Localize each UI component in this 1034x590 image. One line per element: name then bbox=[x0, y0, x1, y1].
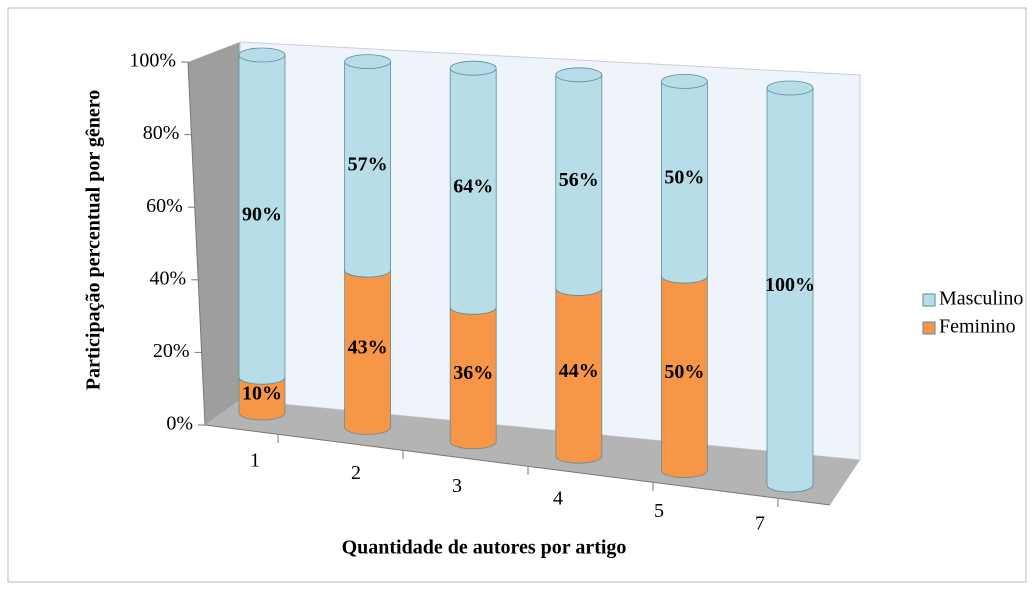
cylinder-side bbox=[766, 88, 814, 485]
legend-swatch bbox=[922, 293, 936, 307]
legend-label: Masculino bbox=[939, 288, 1023, 310]
cylinder-body bbox=[555, 74, 602, 289]
cylinder-body bbox=[555, 288, 602, 457]
cylinder-body bbox=[450, 68, 497, 308]
data-label: 100% bbox=[765, 274, 815, 296]
data-label: 50% bbox=[664, 361, 704, 383]
cylinder-side bbox=[238, 55, 286, 378]
data-label: 44% bbox=[559, 360, 599, 382]
data-label: 36% bbox=[453, 362, 493, 384]
x-tick-label: 1 bbox=[250, 450, 260, 472]
cylinder-side bbox=[555, 288, 603, 457]
cylinder-top bbox=[555, 67, 603, 83]
y-axis-title: Participação percentual por gênero bbox=[83, 90, 105, 391]
cylinder-side bbox=[344, 61, 391, 271]
cylinder-body bbox=[661, 81, 708, 277]
legend-swatch bbox=[922, 321, 936, 335]
data-label: 56% bbox=[559, 169, 599, 191]
cylinder-top bbox=[344, 54, 392, 69]
x-axis-line bbox=[204, 424, 831, 506]
cylinder-top bbox=[766, 80, 814, 96]
cylinder-top bbox=[661, 74, 708, 89]
cylinder-side bbox=[449, 307, 497, 442]
x-tick-label: 3 bbox=[452, 475, 462, 497]
cylinder-body bbox=[767, 88, 813, 485]
x-tick-label: 5 bbox=[654, 500, 664, 522]
cylinder-side bbox=[344, 270, 391, 428]
data-label: 64% bbox=[453, 175, 493, 197]
y-tick-label: 40% bbox=[150, 267, 187, 289]
x-tick-label: 4 bbox=[553, 487, 563, 509]
y-tick-label: 0% bbox=[166, 413, 193, 435]
cylinder-side bbox=[238, 377, 286, 413]
y-tick-label: 60% bbox=[146, 195, 183, 217]
x-tick-label: 7 bbox=[755, 513, 765, 535]
data-label: 57% bbox=[348, 153, 388, 175]
x-axis-title: Quantidade de autores por artigo bbox=[342, 537, 627, 559]
cylinder-body bbox=[450, 307, 497, 442]
y-tick-label: 20% bbox=[153, 340, 190, 362]
y-axis-line bbox=[187, 61, 206, 426]
cylinder-side bbox=[661, 81, 708, 276]
y-tick-label: 80% bbox=[143, 122, 180, 144]
cylinder-side bbox=[555, 74, 603, 289]
y-tick-label: 100% bbox=[129, 50, 176, 72]
cylinder-top bbox=[449, 60, 497, 76]
cylinder-body bbox=[344, 61, 391, 271]
cylinder-body bbox=[661, 276, 708, 471]
data-label: 10% bbox=[242, 383, 282, 405]
cylinder-side bbox=[661, 276, 708, 471]
cylinder-body bbox=[344, 270, 391, 428]
data-label: 43% bbox=[348, 336, 388, 358]
cylinder-body bbox=[239, 55, 285, 378]
cylinder-top bbox=[238, 47, 286, 63]
x-tick-label: 2 bbox=[351, 462, 361, 484]
data-label: 50% bbox=[664, 166, 704, 188]
cylinder-side bbox=[449, 68, 497, 308]
legend-label: Feminino bbox=[939, 316, 1016, 338]
data-label: 90% bbox=[242, 204, 282, 226]
